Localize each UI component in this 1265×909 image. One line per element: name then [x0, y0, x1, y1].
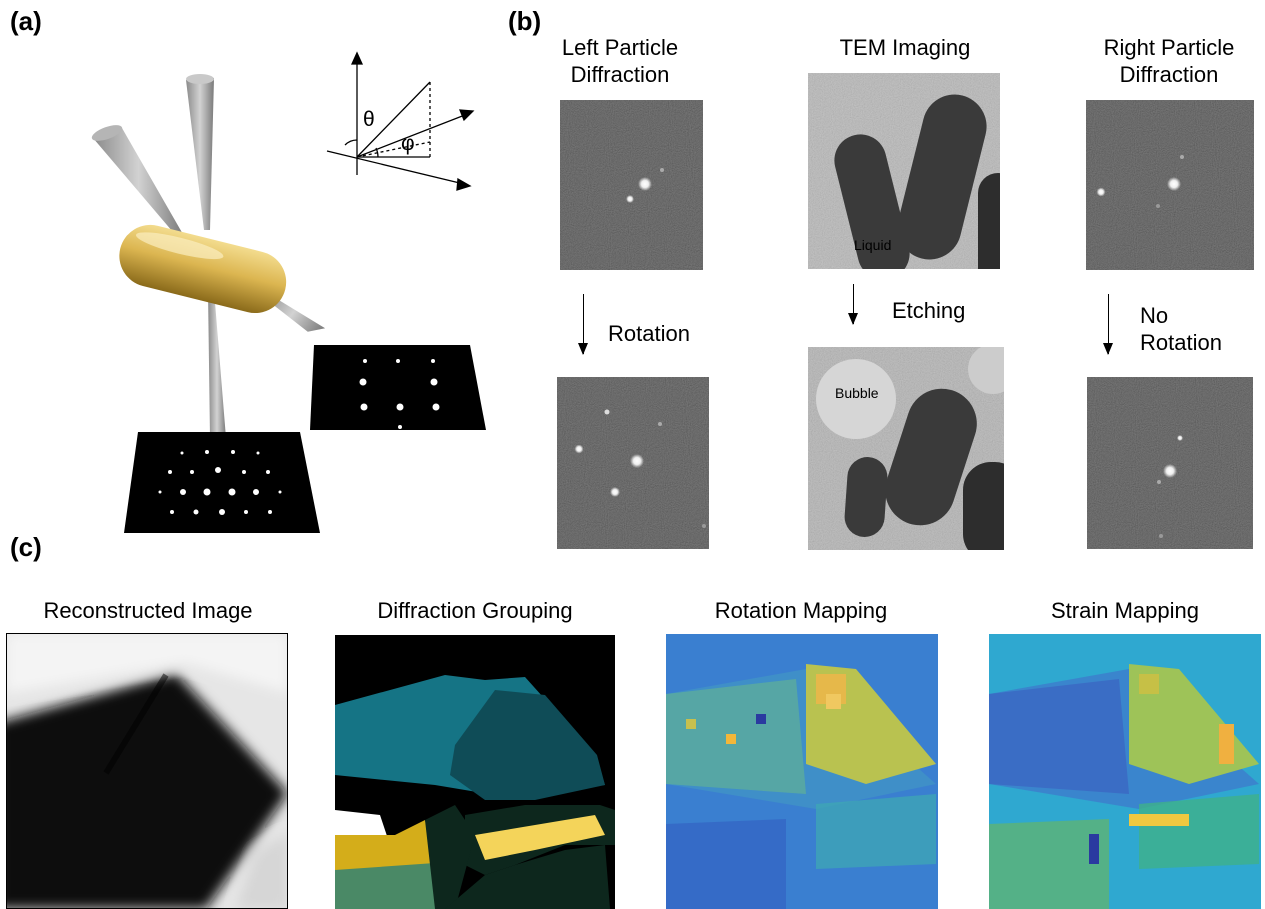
left-particle-title: Left Particle Diffraction	[540, 34, 700, 88]
tem-image-before	[808, 73, 1000, 269]
diffraction-grouping-title: Diffraction Grouping	[377, 598, 573, 623]
no-rotation-line1: No	[1140, 303, 1169, 328]
rotation-arrow	[578, 294, 588, 355]
left-diffraction-before	[560, 100, 703, 270]
right-title-line1: Right Particle	[1103, 35, 1235, 60]
rotation-label: Rotation	[608, 321, 690, 346]
left-diffraction-after	[557, 377, 709, 549]
tem-imaging-title: TEM Imaging	[839, 35, 971, 60]
angle-geometry-diagram	[326, 51, 475, 191]
no-rotation-line2: Rotation	[1140, 330, 1222, 355]
theta-symbol: θ	[363, 108, 375, 131]
left-title-line1: Left Particle	[561, 35, 679, 60]
no-rotation-label: No Rotation	[1140, 302, 1222, 356]
beam-cone-upper-vertical	[186, 78, 214, 230]
etching-arrow	[848, 284, 858, 325]
liquid-label: Liquid	[854, 237, 892, 253]
rotation-mapping-title: Rotation Mapping	[714, 598, 888, 623]
tem-image-after	[808, 347, 1004, 550]
gold-nanorod	[119, 224, 287, 314]
right-title-line2: Diffraction	[1119, 62, 1219, 87]
beam-cone-upper-left	[93, 128, 184, 238]
etching-label: Etching	[892, 298, 966, 323]
strain-mapping-title: Strain Mapping	[1051, 598, 1199, 623]
reconstructed-image	[6, 633, 288, 909]
bubble-label: Bubble	[835, 385, 879, 401]
right-particle-title: Right Particle Diffraction	[1084, 34, 1254, 88]
rod-diffraction-illustration	[91, 51, 486, 533]
right-diffraction-after	[1087, 377, 1253, 549]
right-diffraction-before	[1086, 100, 1254, 270]
no-rotation-arrow	[1103, 294, 1113, 355]
rotation-mapping-heatmap	[666, 634, 938, 909]
strain-mapping-heatmap	[989, 634, 1261, 909]
panel-label-b: (b)	[508, 6, 542, 36]
reconstructed-image-title: Reconstructed Image	[43, 598, 253, 623]
beam-cone-lower-vertical	[208, 290, 226, 438]
diffraction-screen-bottom	[124, 432, 320, 533]
beam-cone-right	[262, 295, 326, 332]
panel-label-c: (c)	[10, 532, 42, 562]
left-title-line2: Diffraction	[570, 62, 670, 87]
phi-symbol: φ	[401, 132, 415, 155]
diffraction-grouping-map	[335, 635, 615, 909]
diffraction-screen-right	[310, 345, 486, 430]
panel-label-a: (a)	[10, 6, 42, 36]
